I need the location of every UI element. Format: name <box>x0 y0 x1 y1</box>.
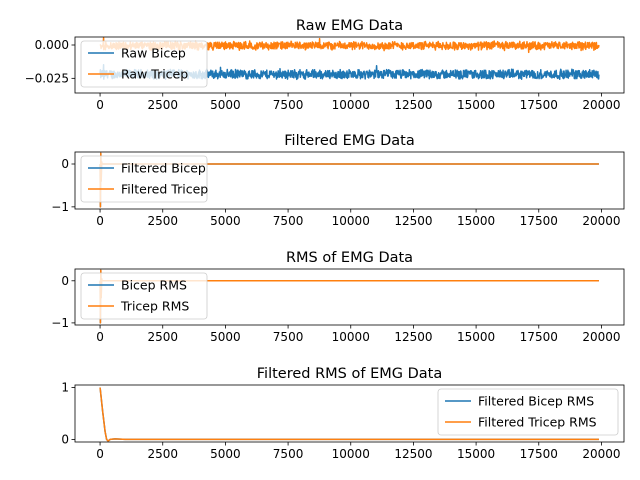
x-tick-label: 17500 <box>520 330 558 344</box>
series-line-2 <box>99 387 599 442</box>
x-tick-label: 0 <box>96 330 104 344</box>
plot-area <box>99 387 599 442</box>
x-tick-label: 2500 <box>147 330 178 344</box>
x-tick-label: 20000 <box>582 98 620 112</box>
y-tick-label: 0 <box>61 274 69 288</box>
x-tick-label: 7500 <box>273 214 304 228</box>
x-tick-label: 10000 <box>332 330 370 344</box>
subplot-1: 0 2500 5000 7500 10000 12500 15000 17500 20000 0.… <box>25 18 625 112</box>
x-tick-label: 5000 <box>210 330 241 344</box>
y-tick-label: −1 <box>51 316 69 330</box>
x-tick-label: 15000 <box>457 330 495 344</box>
x-tick-label: 2500 <box>147 98 178 112</box>
x-tick-label: 10000 <box>332 98 370 112</box>
x-tick-label: 5000 <box>210 447 241 461</box>
legend-label: Filtered Bicep RMS <box>478 394 594 409</box>
legend-label: Filtered Tricep RMS <box>478 415 597 430</box>
x-tick-label: 7500 <box>273 98 304 112</box>
x-tick-label: 7500 <box>273 447 304 461</box>
legend: Filtered Bicep Filtered Tricep <box>80 155 208 203</box>
legend: Bicep RMS Tricep RMS <box>80 272 208 320</box>
x-tick-label: 12500 <box>394 214 432 228</box>
x-tick-label: 10000 <box>332 447 370 461</box>
y-tick-label: −1 <box>51 200 69 214</box>
x-tick-label: 7500 <box>273 330 304 344</box>
x-tick-label: 20000 <box>582 214 620 228</box>
x-tick-label: 15000 <box>457 447 495 461</box>
x-tick-label: 5000 <box>210 98 241 112</box>
x-tick-label: 5000 <box>210 214 241 228</box>
x-tick-label: 0 <box>96 447 104 461</box>
y-tick-label: 1 <box>61 381 69 395</box>
y-tick-label: 0 <box>61 157 69 171</box>
legend-label: Raw Tricep <box>121 67 188 82</box>
x-tick-label: 2500 <box>147 447 178 461</box>
subplot-4: 0 2500 5000 7500 10000 12500 15000 17500 20000 1 0… <box>61 366 625 461</box>
chart-title: Filtered EMG Data <box>284 133 414 149</box>
legend-label: Tricep RMS <box>120 299 189 314</box>
x-tick-label: 12500 <box>394 447 432 461</box>
x-tick-label: 20000 <box>582 447 620 461</box>
x-tick-label: 0 <box>96 98 104 112</box>
x-tick-label: 17500 <box>520 447 558 461</box>
axes-frame <box>74 151 625 210</box>
legend-label: Filtered Tricep <box>121 182 208 197</box>
y-tick-label: 0.000 <box>35 38 69 52</box>
x-tick-label: 15000 <box>457 214 495 228</box>
legend: Raw Bicep Raw Tricep <box>80 40 208 88</box>
subplot-2: 0 2500 5000 7500 10000 12500 15000 17500 20000 0 −… <box>51 133 625 228</box>
x-tick-label: 20000 <box>582 330 620 344</box>
x-tick-label: 0 <box>96 214 104 228</box>
axes-frame <box>74 36 625 94</box>
legend-label: Bicep RMS <box>121 278 187 293</box>
y-tick-label: −0.025 <box>25 71 69 85</box>
x-tick-label: 12500 <box>394 98 432 112</box>
y-tick-label: 0 <box>61 432 69 446</box>
chart-title: RMS of EMG Data <box>286 250 413 266</box>
x-tick-label: 10000 <box>332 214 370 228</box>
chart-title: Filtered RMS of EMG Data <box>257 366 442 382</box>
subplot-3: 0 2500 5000 7500 10000 12500 15000 17500 20000 0 −… <box>51 250 625 344</box>
x-tick-label: 12500 <box>394 330 432 344</box>
legend: Filtered Bicep RMS Filtered Tricep RMS <box>437 388 619 436</box>
legend-label: Filtered Bicep <box>121 161 206 176</box>
x-tick-label: 17500 <box>520 98 558 112</box>
x-tick-label: 15000 <box>457 98 495 112</box>
axes-frame <box>74 268 625 326</box>
legend-label: Raw Bicep <box>121 46 186 61</box>
axes-frame <box>74 384 625 443</box>
chart-title: Raw EMG Data <box>296 18 403 34</box>
x-tick-label: 2500 <box>147 214 178 228</box>
x-tick-label: 17500 <box>520 214 558 228</box>
legend-box <box>437 388 619 436</box>
